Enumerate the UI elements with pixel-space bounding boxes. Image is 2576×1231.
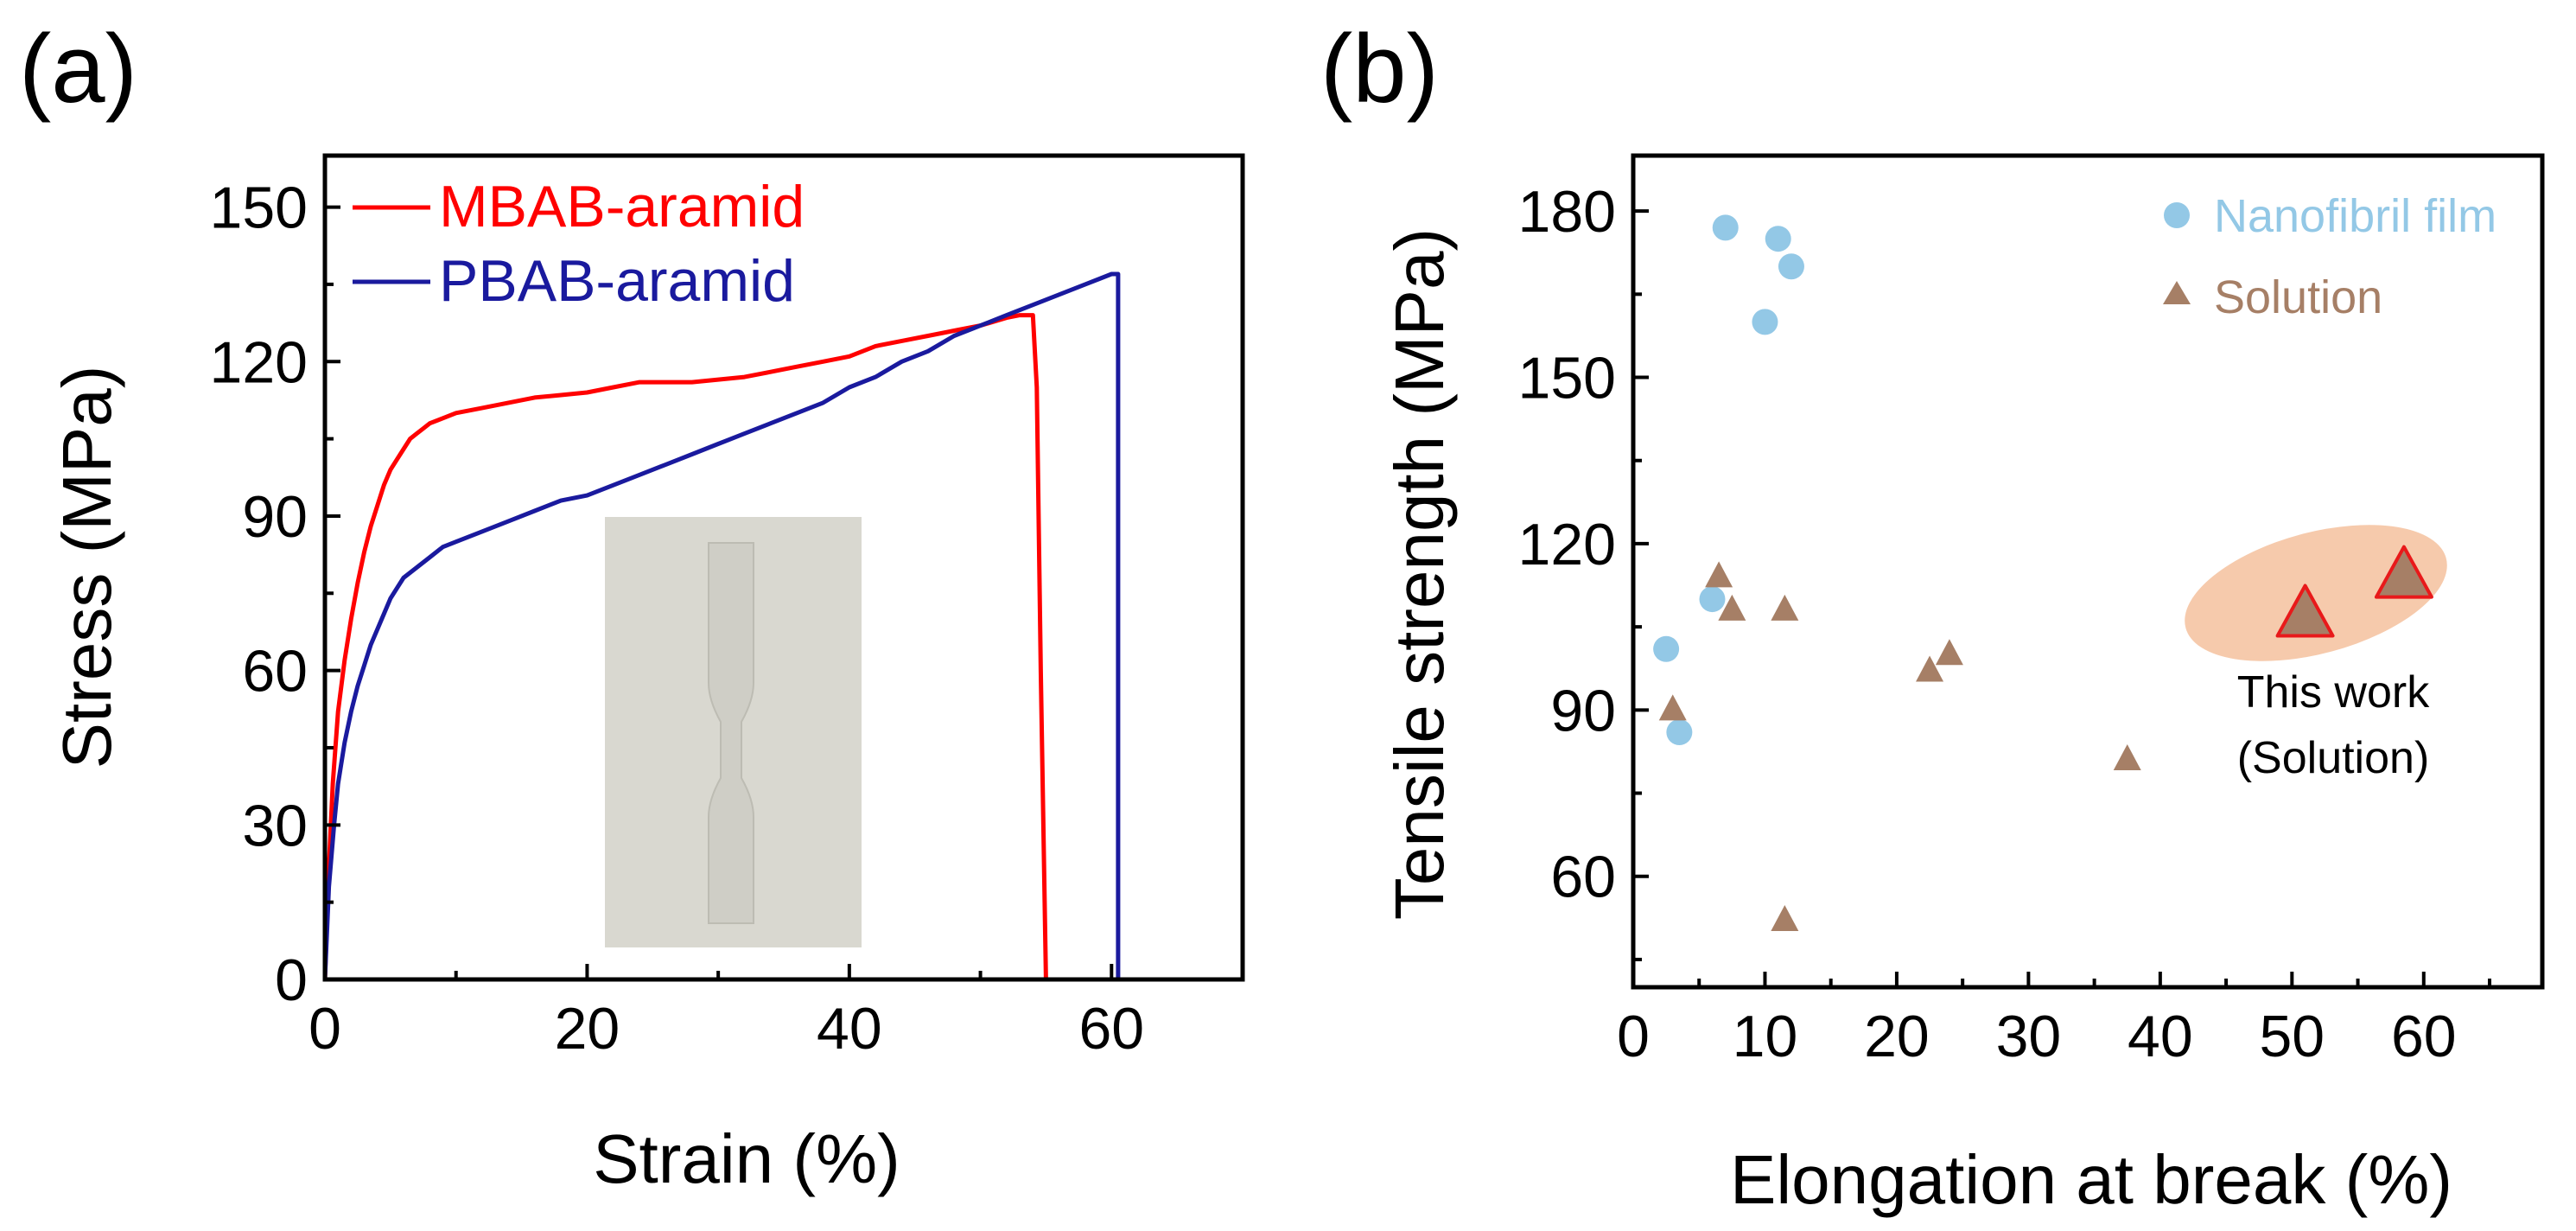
data-point-solution-1	[1718, 594, 1746, 621]
y-tick-label-180: 180	[1518, 179, 1616, 245]
data-point-this-work-1	[2374, 545, 2433, 599]
y-tick-label-150: 150	[210, 175, 308, 241]
data-point-solution-3	[1658, 694, 1687, 721]
x-tick-label-60: 60	[2391, 1004, 2457, 1069]
data-point-solution-7	[1771, 905, 1799, 932]
legend-marker-nanofibril-film	[2164, 202, 2190, 228]
panel-a-legend: MBAB-aramid PBAB-aramid	[353, 174, 805, 314]
this-work-annotation-line2: (Solution)	[2237, 733, 2430, 783]
x-tick-label-40: 40	[2128, 1004, 2193, 1069]
x-tick-label-30: 30	[1996, 1004, 2062, 1069]
y-tick-label-120: 120	[210, 329, 308, 395]
x-tick-label-20: 20	[555, 996, 620, 1062]
panel-label-a: (a)	[19, 15, 137, 123]
this-work-highlight	[2185, 525, 2447, 661]
panel-label-b: (b)	[1320, 15, 1439, 123]
series-line-pbab-aramid	[322, 271, 1121, 980]
series-line-mbab-aramid	[322, 313, 1048, 980]
panel-a-y-axis: 0 30 60 90 120 150	[210, 175, 340, 1013]
x-tick-label-0: 0	[308, 996, 341, 1062]
panel-a-y-axis-label: Stress (MPa)	[48, 366, 125, 769]
y-tick-label-120: 120	[1518, 512, 1616, 577]
specimen-photo-inset	[605, 517, 862, 947]
y-tick-label-150: 150	[1518, 346, 1616, 411]
panel-b-legend: Nanofibril film Solution	[2163, 190, 2496, 323]
this-work-annotation-line1: This work	[2237, 667, 2430, 718]
chart-panel-b: 0 10 20 30 40 50 60 60 90 120 150 180 Elongation a…	[1381, 153, 2545, 1218]
chart-panel-a: 0 20 40 60 0 30 60 90 120 150 Strain (%) Stress …	[48, 153, 1245, 1197]
panel-a-data-layer	[322, 271, 1121, 980]
panel-a-plot-frame	[322, 153, 1245, 982]
x-tick-label-50: 50	[2259, 1004, 2325, 1069]
panel-b-x-axis-label: Elongation at break (%)	[1730, 1141, 2452, 1218]
data-point-nanofibril-film-5	[1653, 635, 1680, 662]
panel-a-x-axis-label: Strain (%)	[593, 1120, 900, 1197]
data-point-solution-2	[1771, 594, 1799, 621]
x-tick-label-10: 10	[1733, 1004, 1798, 1069]
panel-b-x-axis: 0 10 20 30 40 50 60	[1617, 972, 2492, 1069]
data-point-nanofibril-film-6	[1666, 718, 1693, 745]
x-tick-label-40: 40	[817, 996, 882, 1062]
legend-label-solution: Solution	[2214, 271, 2382, 323]
data-point-nanofibril-film-4	[1699, 586, 1726, 613]
x-tick-label-20: 20	[1864, 1004, 1930, 1069]
x-tick-label-60: 60	[1078, 996, 1144, 1062]
panel-b-plot-frame	[1631, 153, 2545, 990]
y-tick-label-90: 90	[1550, 678, 1616, 743]
legend-marker-solution	[2163, 281, 2191, 304]
data-point-solution-4	[1916, 655, 1944, 682]
data-point-nanofibril-film-3	[1752, 309, 1778, 335]
y-tick-label-60: 60	[1550, 845, 1616, 910]
y-tick-label-30: 30	[242, 793, 308, 858]
panel-b-y-axis-label: Tensile strength (MPa)	[1381, 228, 1458, 920]
data-point-nanofibril-film-2	[1778, 253, 1804, 280]
data-point-solution-6	[2113, 744, 2141, 771]
panel-a-x-axis: 0 20 40 60	[308, 964, 1144, 1062]
panel-b-y-axis: 60 90 120 150 180	[1518, 179, 1649, 961]
y-tick-label-60: 60	[242, 639, 308, 705]
legend-label-pbab-aramid: PBAB-aramid	[439, 248, 795, 314]
y-tick-label-90: 90	[242, 484, 308, 550]
data-point-this-work-0	[2275, 584, 2335, 638]
data-point-nanofibril-film-0	[1712, 214, 1739, 241]
legend-label-nanofibril-film: Nanofibril film	[2214, 190, 2496, 242]
legend-label-mbab-aramid: MBAB-aramid	[439, 174, 805, 239]
x-tick-label-0: 0	[1617, 1004, 1650, 1069]
y-tick-label-0: 0	[275, 947, 308, 1013]
data-point-nanofibril-film-1	[1765, 226, 1791, 252]
data-point-solution-0	[1705, 561, 1733, 588]
data-point-solution-5	[1935, 639, 1963, 666]
panel-b-data-layer	[1653, 214, 2433, 932]
